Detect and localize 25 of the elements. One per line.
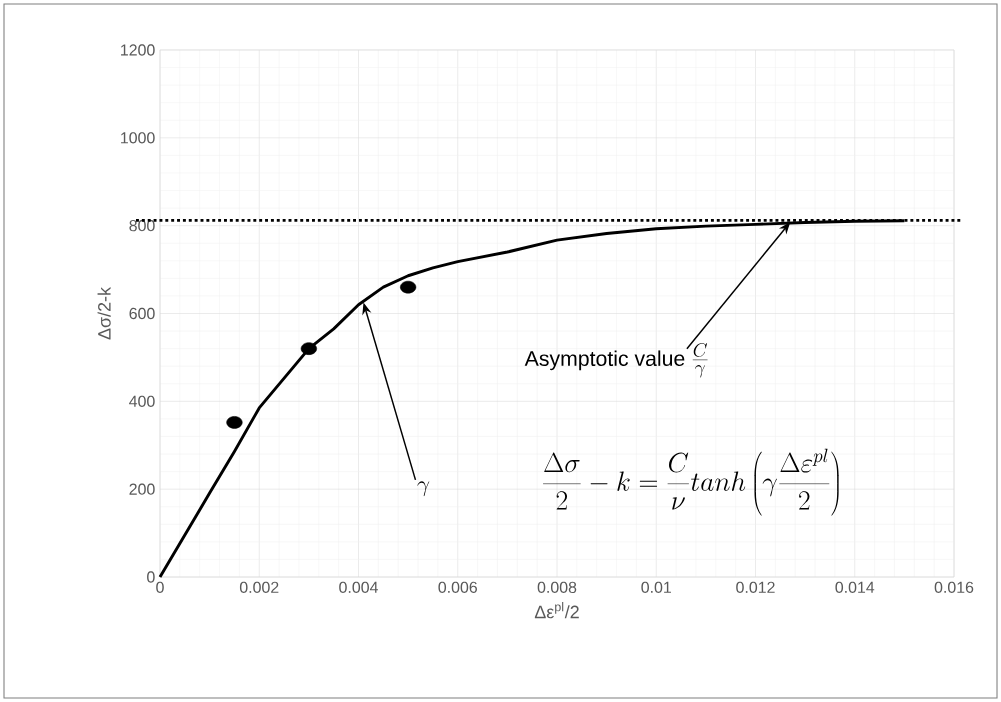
point: [226, 416, 243, 429]
point: [300, 342, 317, 355]
annotation: $\gamma$: [417, 481, 430, 497]
y-tick-label: 200: [129, 483, 155, 495]
y-tick-label: 600: [129, 307, 155, 320]
x-tick-label: 0.006: [438, 581, 477, 593]
y-tick-label: 1000: [121, 132, 155, 144]
y-axis-title: Δσ/2-k: [97, 287, 111, 340]
annotation: Asymptotic value: [524, 350, 685, 371]
x-tick-label: 0.01: [641, 581, 671, 593]
y-tick-label: 0: [147, 571, 155, 583]
x-tick-label: 0.004: [339, 581, 378, 593]
x-tick-label: 0.008: [537, 581, 577, 593]
annotation: $\frac{C}{\gamma}$: [692, 343, 708, 378]
x-tick-label: 0.002: [239, 581, 279, 593]
y-tick-label: 1200: [121, 44, 155, 56]
x-tick-label: 0.012: [736, 581, 775, 593]
x-tick-label: 0.014: [835, 581, 875, 593]
y-tick-label: 400: [129, 395, 155, 407]
x-tick-label: 0.016: [934, 581, 974, 593]
x-tick-label: 0: [156, 581, 164, 593]
x-axis-title: Δε$^{pl}$/2: [534, 602, 579, 619]
y-tick-label: 800: [129, 220, 155, 232]
annotation: $\frac{\Delta\sigma}{2}-k=\frac{C}{\nu}tanh\left(\gamma\frac{\Delta\varepsilon^{pl}}{2}\right)$: [543, 448, 839, 516]
point: [400, 280, 417, 294]
